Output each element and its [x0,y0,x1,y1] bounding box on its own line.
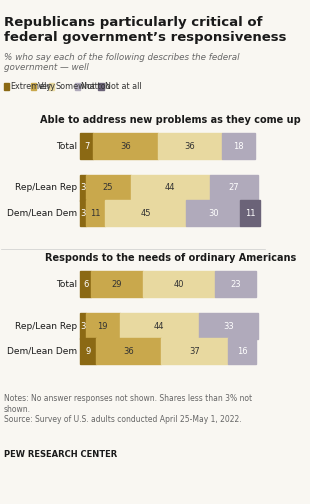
Bar [80,313,86,339]
Text: PEW RESEARCH CENTER: PEW RESEARCH CENTER [4,450,117,459]
Bar [86,200,105,226]
Text: Responds to the needs of ordinary Americans: Responds to the needs of ordinary Americ… [45,253,296,263]
Bar [157,133,222,159]
Bar [91,271,143,297]
Text: 9: 9 [86,347,91,356]
Text: % who say each of the following describes the federal
government — well: % who say each of the following describe… [4,53,239,72]
Text: 25: 25 [103,183,113,193]
Bar [98,83,104,90]
Text: 36: 36 [184,142,195,151]
Text: 11: 11 [90,209,101,218]
Text: 45: 45 [141,209,151,218]
Text: 44: 44 [165,183,175,193]
Bar [143,271,215,297]
Text: 7: 7 [84,142,89,151]
Text: 33: 33 [223,322,234,331]
Text: 3: 3 [80,183,86,193]
Text: 11: 11 [245,209,255,218]
Bar [222,133,255,159]
Text: 3: 3 [80,209,86,218]
Bar [131,175,210,201]
Text: 36: 36 [120,142,131,151]
Text: Able to address new problems as they come up: Able to address new problems as they com… [40,115,300,125]
Text: 6: 6 [83,280,88,289]
Text: Extremely: Extremely [10,82,51,91]
Text: 36: 36 [123,347,134,356]
Bar [80,338,96,364]
Bar [240,200,260,226]
Bar [210,175,258,201]
Bar [93,133,157,159]
Text: 40: 40 [174,280,184,289]
Bar [4,83,9,90]
Text: 19: 19 [97,322,108,331]
Bar [86,313,120,339]
Text: 37: 37 [189,347,200,356]
Text: 44: 44 [154,322,165,331]
Bar [80,175,86,201]
Bar [80,271,91,297]
Bar [120,313,199,339]
Bar [186,200,240,226]
Text: Dem/Lean Dem: Dem/Lean Dem [7,209,77,218]
Text: 30: 30 [208,209,219,218]
Bar [80,200,86,226]
Text: Rep/Lean Rep: Rep/Lean Rep [15,322,77,331]
Text: Total: Total [56,142,77,151]
Text: Not too: Not too [81,82,111,91]
Text: 3: 3 [80,322,86,331]
Bar [75,83,80,90]
Bar [105,200,186,226]
Bar [215,271,256,297]
Text: Dem/Lean Dem: Dem/Lean Dem [7,347,77,356]
Text: 16: 16 [237,347,247,356]
Text: Not at all: Not at all [105,82,141,91]
Text: Rep/Lean Rep: Rep/Lean Rep [15,183,77,193]
Bar [80,133,93,159]
Text: 29: 29 [112,280,122,289]
Bar [86,175,131,201]
Bar [49,83,54,90]
Text: 18: 18 [233,142,244,151]
Bar [199,313,258,339]
Bar [31,83,37,90]
Bar [228,338,256,364]
Text: Republicans particularly critical of
federal government’s responsiveness: Republicans particularly critical of fed… [4,16,286,44]
Text: Total: Total [56,280,77,289]
Text: 27: 27 [229,183,239,193]
Text: Notes: No answer responses not shown. Shares less than 3% not
shown.
Source: Sur: Notes: No answer responses not shown. Sh… [4,394,252,424]
Bar [161,338,228,364]
Text: 23: 23 [230,280,241,289]
Text: Somewhat: Somewhat [55,82,98,91]
Text: Very: Very [38,82,56,91]
Bar [96,338,161,364]
